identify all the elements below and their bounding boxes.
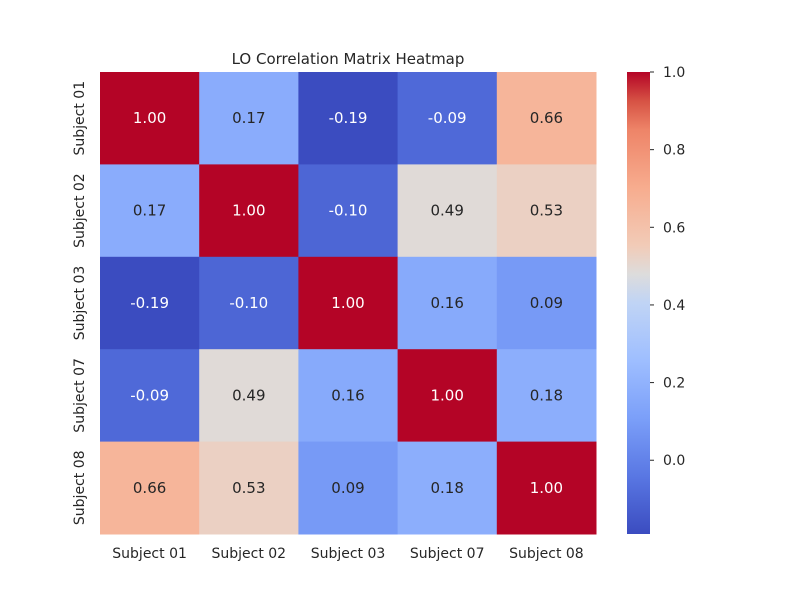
heatmap-cell: [100, 256, 200, 350]
colorbar-tick-label: 0.6: [663, 220, 685, 236]
heatmap-cells: 1.00 0.17 -0.19 -0.09 0.66 0.17 1.00 -0.10 0.49 0…: [100, 72, 597, 535]
heatmap-cell: [199, 72, 299, 165]
colorbar-gradient: [627, 72, 650, 534]
heatmap-cell: [496, 72, 597, 165]
heatmap-cell: [496, 441, 597, 535]
cell-value-label: 0.17: [232, 109, 265, 127]
cell-value-label: 0.09: [530, 294, 563, 312]
cell-value-label: 0.49: [232, 386, 265, 404]
heatmap-cell: [199, 349, 299, 443]
cell-value-label: 0.09: [331, 479, 364, 497]
heatmap-cell: [298, 349, 399, 443]
column-tick-labels: Subject 01 Subject 02 Subject 03 Subject 07…: [112, 546, 583, 562]
heatmap-cell: [298, 164, 399, 258]
column-tick-label: Subject 03: [311, 546, 386, 562]
heatmap-cell: [397, 164, 498, 258]
cell-value-label: 0.17: [133, 202, 166, 220]
cell-value-label: 1.00: [331, 294, 364, 312]
cell-value-label: 0.53: [232, 479, 265, 497]
heatmap-cell: [298, 441, 399, 535]
colorbar-ticks: 0.0 0.2 0.4 0.6 0.8 1.0: [650, 65, 685, 469]
column-tick-label: Subject 01: [112, 546, 187, 562]
colorbar-tick-label: 1.0: [663, 65, 685, 81]
cell-value-label: -0.10: [329, 202, 368, 220]
cell-value-label: 1.00: [430, 386, 463, 404]
heatmap-cell: [397, 441, 498, 535]
row-tick-label: Subject 01: [72, 81, 88, 156]
heatmap-cell: [100, 349, 200, 443]
heatmap-cell: [100, 72, 200, 165]
cell-value-label: 0.53: [530, 202, 563, 220]
cell-value-label: 0.18: [530, 386, 563, 404]
row-tick-label: Subject 03: [72, 266, 88, 341]
heatmap-cell: [496, 164, 597, 258]
heatmap-cell: [397, 256, 498, 350]
cell-value-label: 0.16: [331, 386, 364, 404]
colorbar-tick-label: 0.4: [663, 298, 685, 314]
cell-value-label: -0.10: [229, 294, 268, 312]
heatmap-cell: [397, 72, 498, 165]
cell-value-label: 0.16: [430, 294, 463, 312]
cell-value-label: 0.49: [430, 202, 463, 220]
cell-value-label: -0.19: [329, 109, 368, 127]
heatmap-cell: [298, 72, 399, 165]
colorbar-tick-label: 0.8: [663, 143, 685, 159]
cell-value-label: 0.66: [530, 109, 563, 127]
colorbar-tick-label: 0.0: [663, 453, 685, 469]
cell-value-label: -0.09: [428, 109, 467, 127]
heatmap-cell: [298, 256, 399, 350]
cell-value-label: 1.00: [530, 479, 563, 497]
cell-value-label: -0.09: [130, 386, 169, 404]
heatmap-cell: [199, 256, 299, 350]
cell-value-label: 1.00: [133, 109, 166, 127]
cell-value-label: -0.19: [130, 294, 169, 312]
heatmap-cell: [199, 164, 299, 258]
heatmap-cell: [100, 164, 200, 258]
colorbar-tick-label: 0.2: [663, 376, 685, 392]
row-tick-labels: Subject 01 Subject 02 Subject 03 Subject 07…: [72, 81, 88, 525]
cell-value-label: 0.66: [133, 479, 166, 497]
row-tick-label: Subject 02: [72, 173, 88, 248]
heatmap-cell: [100, 441, 200, 535]
cell-value-label: 0.18: [430, 479, 463, 497]
row-tick-label: Subject 07: [72, 358, 88, 433]
heatmap-cell: [199, 441, 299, 535]
heatmap-cell: [496, 256, 597, 350]
column-tick-label: Subject 02: [211, 546, 286, 562]
column-tick-label: Subject 07: [410, 546, 485, 562]
heatmap-cell: [397, 349, 498, 443]
heatmap-cell: [496, 349, 597, 443]
chart-title: LO Correlation Matrix Heatmap: [232, 50, 465, 68]
cell-value-label: 1.00: [232, 202, 265, 220]
column-tick-label: Subject 08: [509, 546, 584, 562]
colorbar: 0.0 0.2 0.4 0.6 0.8 1.0: [627, 65, 685, 534]
row-tick-label: Subject 08: [72, 450, 88, 525]
